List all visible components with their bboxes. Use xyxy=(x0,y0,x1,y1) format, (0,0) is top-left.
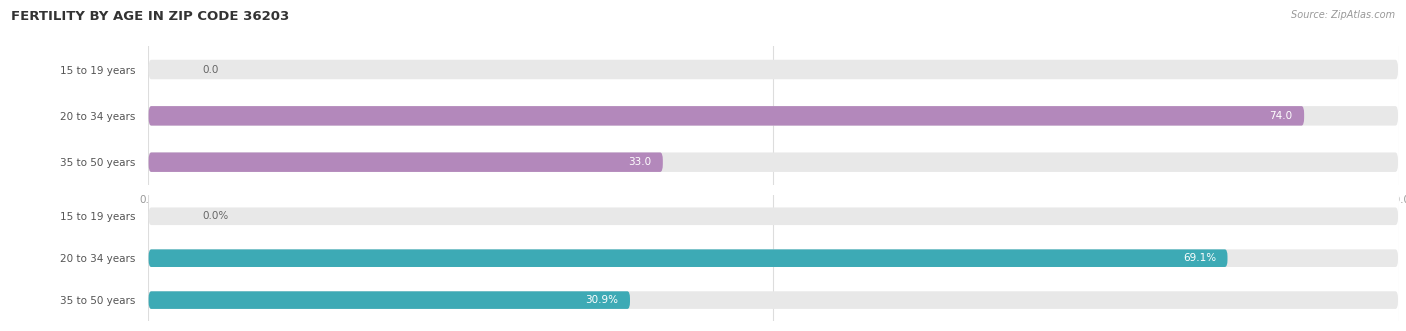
FancyBboxPatch shape xyxy=(149,106,1305,125)
Text: Source: ZipAtlas.com: Source: ZipAtlas.com xyxy=(1291,10,1395,20)
Text: 0.0%: 0.0% xyxy=(202,211,229,221)
FancyBboxPatch shape xyxy=(149,153,662,172)
Text: 69.1%: 69.1% xyxy=(1182,253,1216,263)
FancyBboxPatch shape xyxy=(149,106,1398,125)
Text: 30.9%: 30.9% xyxy=(585,295,619,305)
FancyBboxPatch shape xyxy=(149,291,630,309)
Text: 33.0: 33.0 xyxy=(628,157,651,167)
Text: 0.0: 0.0 xyxy=(202,65,219,74)
FancyBboxPatch shape xyxy=(149,249,1398,267)
Text: 74.0: 74.0 xyxy=(1270,111,1292,121)
FancyBboxPatch shape xyxy=(149,60,1398,79)
FancyBboxPatch shape xyxy=(149,208,1398,225)
FancyBboxPatch shape xyxy=(149,291,1398,309)
FancyBboxPatch shape xyxy=(149,153,1398,172)
FancyBboxPatch shape xyxy=(149,249,1227,267)
Text: FERTILITY BY AGE IN ZIP CODE 36203: FERTILITY BY AGE IN ZIP CODE 36203 xyxy=(11,10,290,23)
